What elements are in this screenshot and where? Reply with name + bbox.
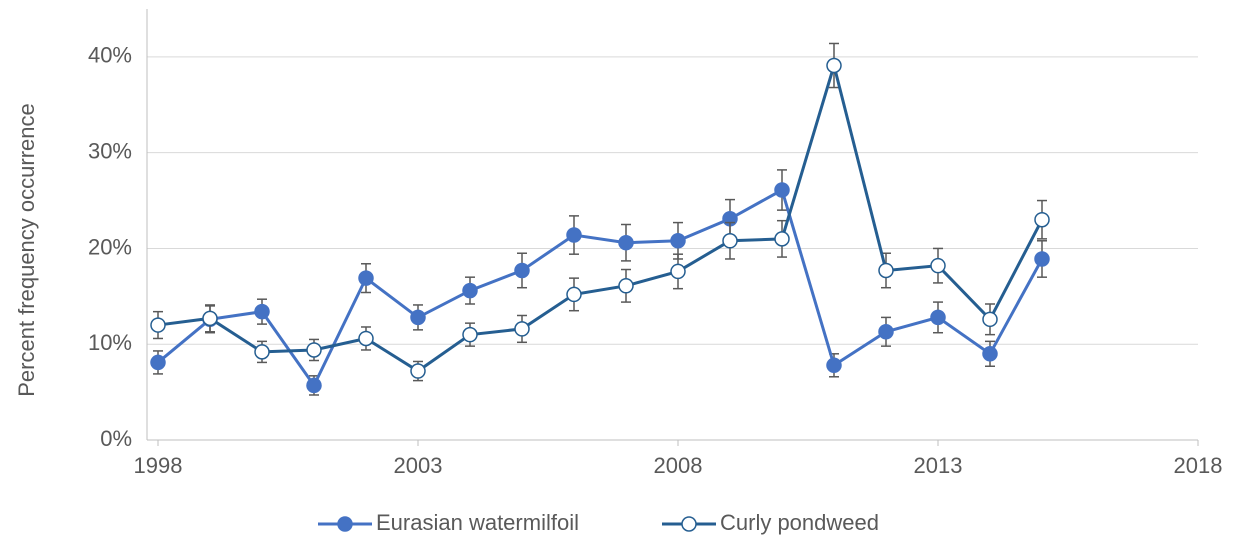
y-axis-label: Percent frequency occurrence <box>14 103 39 397</box>
data-point <box>254 303 270 320</box>
data-point <box>566 286 582 303</box>
data-point <box>982 311 998 328</box>
data-point <box>930 309 946 326</box>
data-point <box>982 346 998 362</box>
data-point <box>410 309 426 326</box>
y-tick-label: 0% <box>100 426 132 451</box>
legend-marker <box>337 516 353 532</box>
y-tick-label: 30% <box>88 138 132 163</box>
data-point <box>878 262 894 279</box>
data-point <box>670 233 686 249</box>
x-tick-label: 2013 <box>914 453 963 478</box>
data-point <box>878 324 894 340</box>
y-tick-label: 40% <box>88 43 132 68</box>
data-point <box>618 234 634 251</box>
data-point <box>150 354 166 371</box>
data-point <box>358 330 374 347</box>
data-point <box>410 363 426 379</box>
data-point <box>514 321 530 337</box>
data-point <box>826 357 842 374</box>
data-point <box>306 377 322 394</box>
data-point <box>826 57 842 74</box>
legend-label: Eurasian watermilfoil <box>376 510 579 535</box>
legend-marker <box>681 516 697 532</box>
data-point <box>774 231 790 247</box>
data-point <box>774 182 790 198</box>
data-point <box>202 310 218 327</box>
data-point <box>462 326 478 343</box>
y-tick-label: 10% <box>88 330 132 355</box>
data-point <box>618 278 634 294</box>
data-point <box>930 257 946 274</box>
x-tick-label: 2008 <box>654 453 703 478</box>
data-point <box>566 227 582 243</box>
y-tick-label: 20% <box>88 234 132 259</box>
series-line <box>157 187 1044 389</box>
data-point <box>722 233 738 249</box>
data-point <box>150 317 166 333</box>
data-point <box>462 282 478 299</box>
series-line <box>157 59 1044 373</box>
data-point <box>514 262 530 279</box>
x-tick-label: 2018 <box>1174 453 1223 478</box>
data-point <box>358 270 374 286</box>
legend-label: Curly pondweed <box>720 510 879 535</box>
x-tick-label: 1998 <box>134 453 183 478</box>
data-point <box>306 342 322 358</box>
data-point <box>1034 211 1050 228</box>
data-point <box>1034 251 1050 267</box>
data-point <box>254 344 270 360</box>
x-tick-label: 2003 <box>394 453 443 478</box>
data-point <box>670 263 686 280</box>
